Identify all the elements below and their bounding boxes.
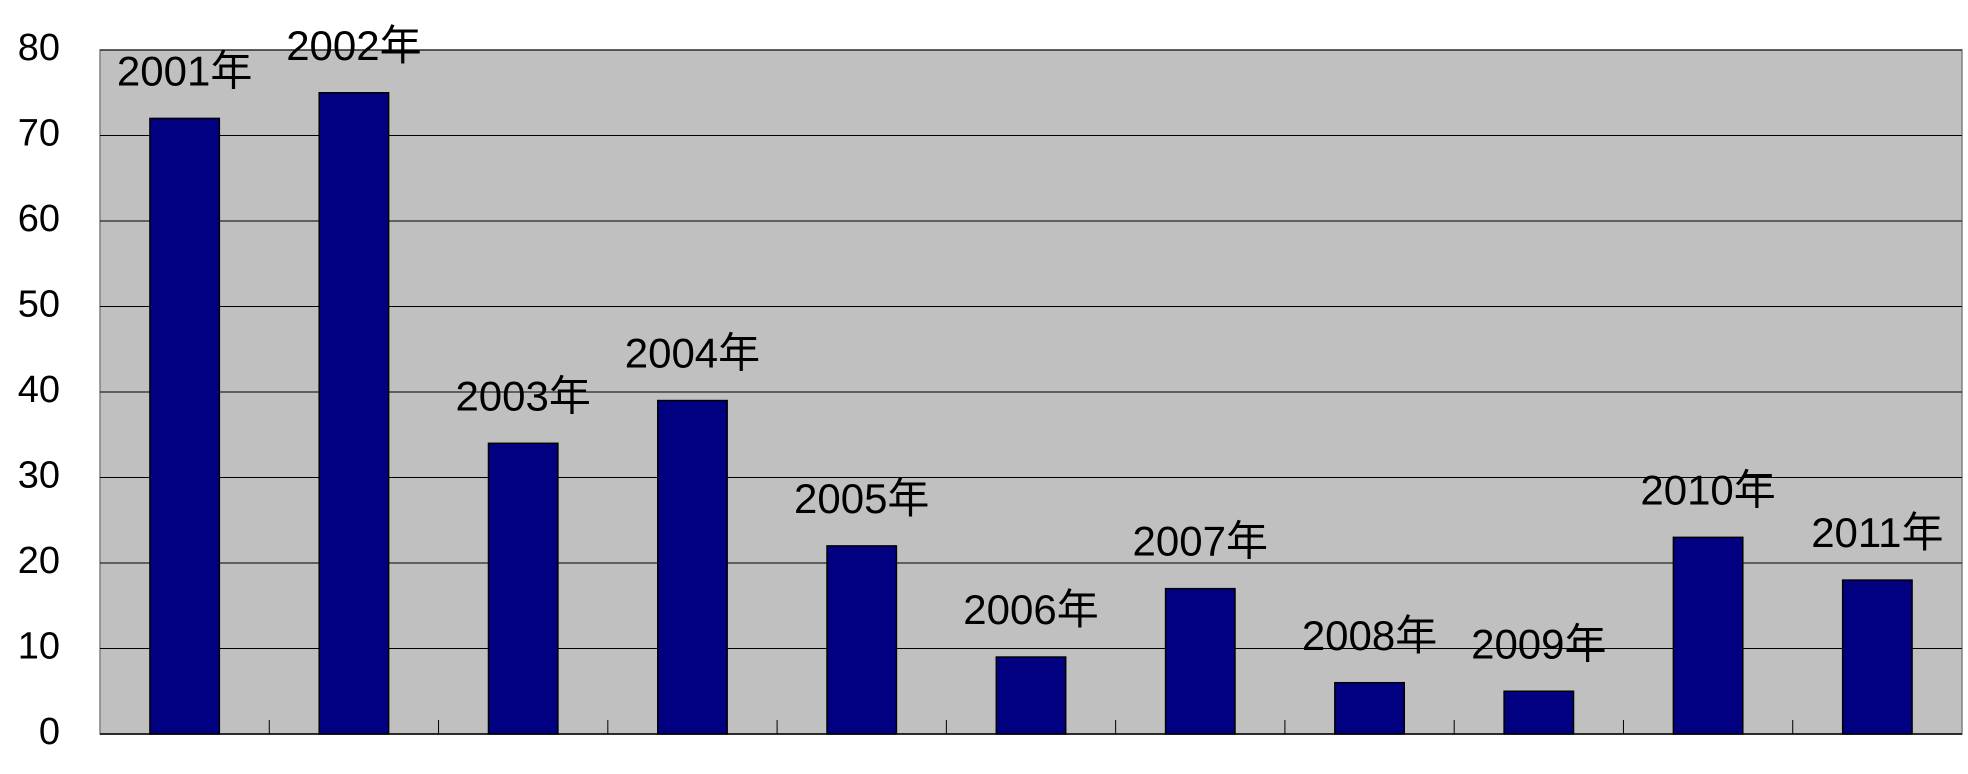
bar <box>1841 579 1913 735</box>
y-tick-label: 10 <box>18 626 60 668</box>
bar-label: 2006年 <box>963 586 1098 633</box>
bar <box>1672 536 1744 735</box>
bar-label: 2002年 <box>286 22 421 69</box>
bar-label: 2010年 <box>1640 466 1775 513</box>
bar <box>657 399 728 735</box>
y-tick-label: 80 <box>18 27 60 69</box>
y-tick-label: 40 <box>18 369 60 411</box>
y-tick-label: 60 <box>18 198 60 240</box>
y-tick-label: 70 <box>18 113 60 155</box>
bar-label: 2011年 <box>1811 509 1943 556</box>
bar <box>826 545 898 735</box>
bar <box>995 656 1067 735</box>
bar-label: 2008年 <box>1302 612 1437 659</box>
bar-label: 2007年 <box>1133 518 1268 565</box>
bar <box>1334 681 1405 735</box>
bar <box>1503 690 1575 735</box>
bar-label: 2004年 <box>625 330 760 377</box>
bar-label: 2009年 <box>1471 620 1606 667</box>
bar <box>318 92 390 735</box>
bar <box>1164 587 1236 735</box>
bar-label: 2005年 <box>794 475 929 522</box>
bar-label: 2001年 <box>117 47 252 94</box>
y-tick-label: 30 <box>18 455 60 497</box>
y-tick-label: 20 <box>18 540 60 582</box>
y-tick-label: 50 <box>18 284 60 326</box>
bar <box>149 117 221 735</box>
bar <box>487 442 559 735</box>
y-tick-label: 0 <box>39 711 60 753</box>
bar-label: 2003年 <box>455 372 590 419</box>
